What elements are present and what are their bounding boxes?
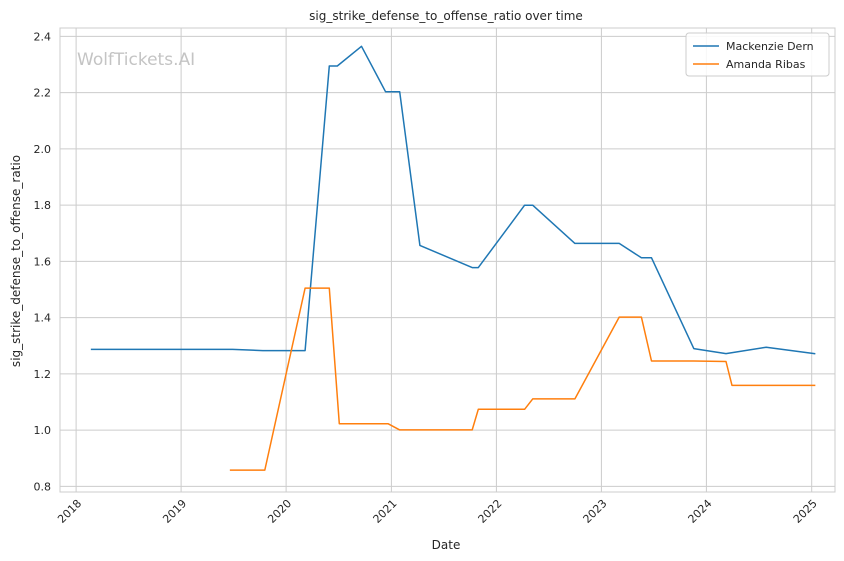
y-tick-label-1-0: 1.0 — [34, 424, 52, 437]
y-tick-label-2-2: 2.2 — [34, 87, 52, 100]
x-axis-label: Date — [432, 538, 461, 552]
y-tick-label-1-8: 1.8 — [34, 199, 52, 212]
series-line-amanda-ribas — [229, 287, 816, 471]
series-layer — [90, 45, 816, 471]
y-tick-label-1-4: 1.4 — [34, 312, 52, 325]
y-tick-label-1-6: 1.6 — [34, 255, 52, 268]
y-tick-label-1-2: 1.2 — [34, 368, 52, 381]
series-line-mackenzie-dern — [90, 45, 816, 355]
legend-label-mackenzie-dern: Mackenzie Dern — [726, 40, 814, 53]
y-tick-label-2-4: 2.4 — [34, 30, 52, 43]
y-tick-label-0-8: 0.8 — [34, 480, 52, 493]
chart-title: sig_strike_defense_to_offense_ratio over… — [309, 9, 583, 23]
legend: Mackenzie Dern Amanda Ribas — [685, 32, 830, 77]
legend-box — [685, 32, 830, 77]
legend-label-amanda-ribas: Amanda Ribas — [726, 58, 806, 71]
y-axis-label: sig_strike_defense_to_offense_ratio — [9, 155, 23, 367]
watermark-text: WolfTickets.AI — [77, 50, 195, 70]
grid-layer — [60, 28, 835, 492]
y-tick-label-2-0: 2.0 — [34, 143, 52, 156]
plot-frame — [59, 27, 836, 493]
